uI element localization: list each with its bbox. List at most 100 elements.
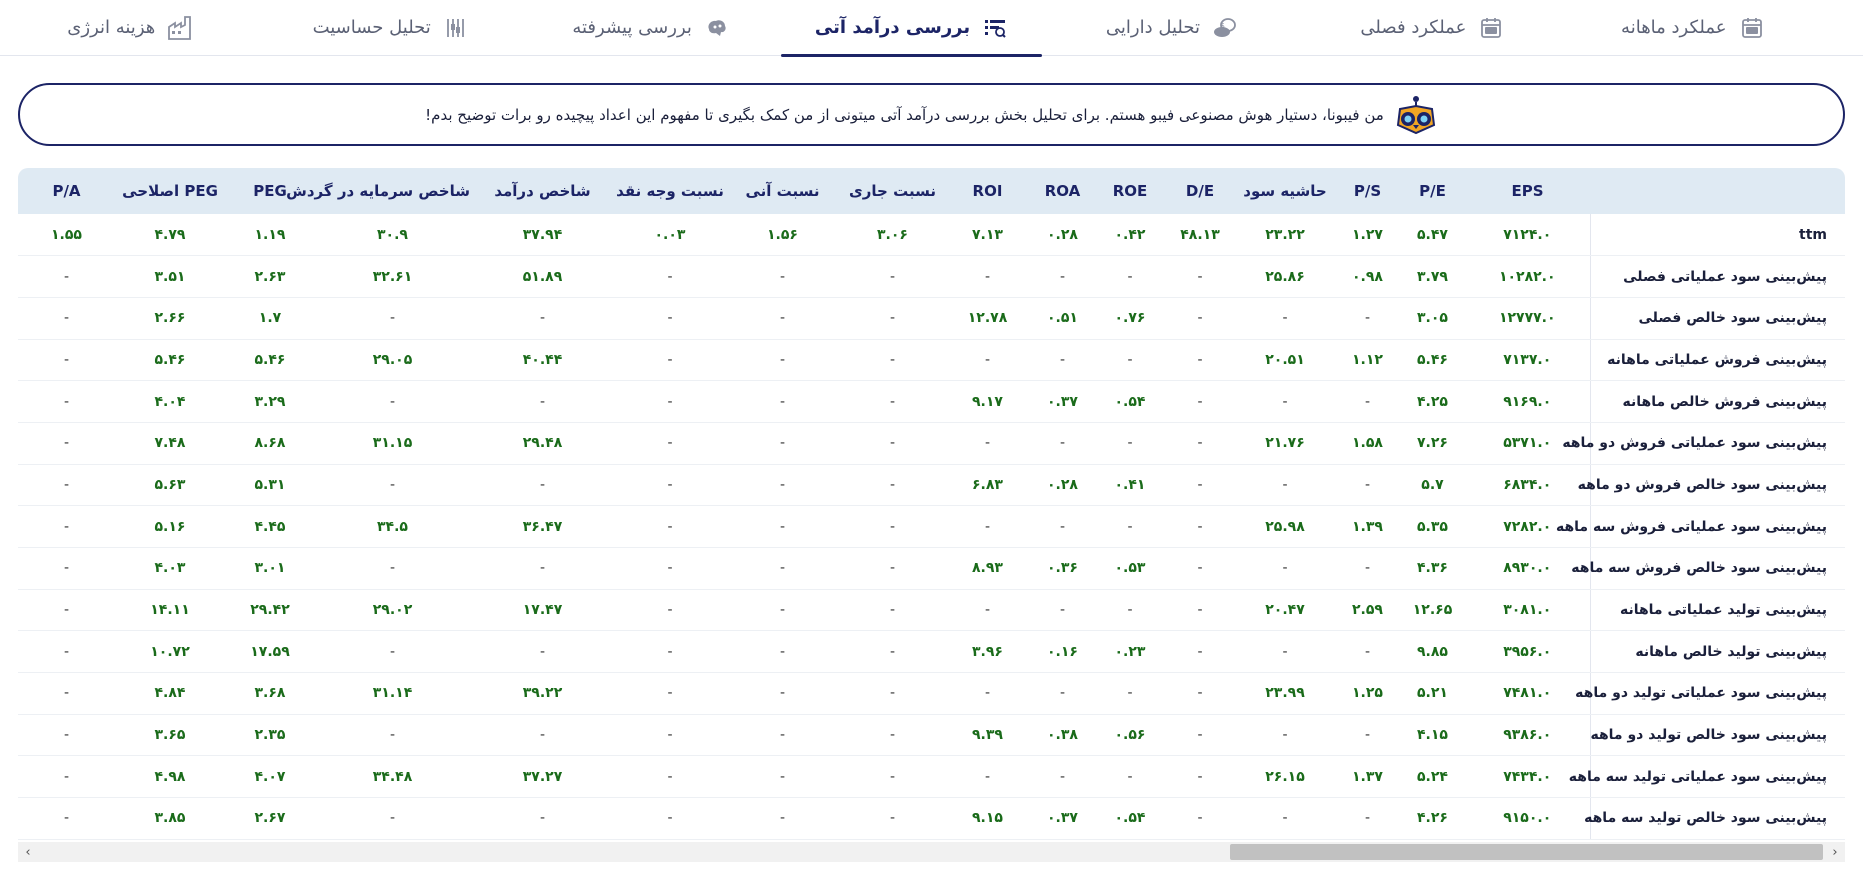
table-cell: - [945, 422, 1030, 465]
table-cell: - [615, 464, 725, 507]
table-cell: - [1335, 297, 1400, 340]
table-cell: ۲.۵۹ [1335, 589, 1400, 632]
scroll-right-arrow-icon[interactable]: › [1832, 844, 1838, 860]
table-cell: ۳.۶۸ [225, 672, 315, 715]
table-cell: ۹.۱۵ [945, 797, 1030, 840]
table-cell: - [315, 630, 470, 674]
tab-sensitivity-analysis[interactable]: تحلیل حساسیت [260, 0, 520, 55]
table-cell: ۱.۲۷ [1335, 214, 1400, 257]
table-cell: ۳.۸۵ [115, 797, 225, 840]
table-cell: - [1165, 464, 1235, 507]
table-cell: - [1165, 422, 1235, 465]
header-cell: حاشیه سود [1235, 168, 1335, 214]
svg-text:$: $ [1220, 21, 1225, 30]
table-cell: - [1335, 380, 1400, 423]
header-cell: PEG اصلاحی [115, 168, 225, 214]
table-cell: - [315, 297, 470, 340]
tab-label: عملکرد ماهانه [1621, 17, 1727, 38]
table-row: پیش‌بینی سود عملیاتی فروش سه ماهه ۷۲۸۲.۰ ۵… [18, 505, 1845, 548]
table-cell: ۷۲۸۲.۰ [1465, 505, 1590, 548]
table-cell: ۰.۲۸ [1030, 464, 1095, 507]
table-cell: ۲۰.۵۱ [1235, 339, 1335, 382]
scrollbar-thumb[interactable] [1230, 844, 1823, 860]
row-label: پیش‌بینی سود عملیاتی تولید سه ماهه [1569, 755, 1845, 799]
scroll-left-arrow-icon[interactable]: ‹ [25, 844, 31, 860]
table-cell: ۵.۴۶ [225, 339, 315, 382]
table-cell: ۰.۵۶ [1095, 714, 1165, 757]
table-cell: ۹۳۸۶.۰ [1465, 714, 1590, 757]
table-cell: - [615, 380, 725, 423]
table-cell: - [18, 297, 115, 340]
header-cell: P/A [18, 168, 115, 214]
table-cell: ۲.۳۵ [225, 714, 315, 757]
table-cell: - [1165, 297, 1235, 340]
table-cell: ۷.۴۸ [115, 422, 225, 465]
table-cell: ۲۹.۴۲ [225, 589, 315, 632]
table-cell: - [1335, 547, 1400, 590]
table-cell: ۰.۲۳ [1095, 630, 1165, 674]
table-cell: - [725, 380, 840, 423]
tab-advanced-review[interactable]: بررسی پیشرفته [521, 0, 781, 55]
table-cell: ۴.۰۷ [225, 755, 315, 799]
tab-label: تحلیل دارایی [1105, 17, 1200, 38]
table-cell: ۴۰.۴۴ [470, 339, 615, 382]
table-cell: ۹.۸۵ [1400, 630, 1465, 674]
table-cell: ۰.۳۷ [1030, 380, 1095, 423]
tab-energy-cost[interactable]: هزینه انرژی [0, 0, 260, 55]
table-cell: ۳۴.۴۸ [315, 755, 470, 799]
row-label: پیش‌بینی سود خالص تولید سه ماهه [1584, 797, 1845, 840]
table-cell: - [315, 464, 470, 507]
table-cell: - [840, 755, 945, 799]
table-cell: - [725, 589, 840, 632]
table-cell: ۱.۳۷ [1335, 755, 1400, 799]
table-cell: ۶۸۳۴.۰ [1465, 464, 1590, 507]
horizontal-scrollbar[interactable]: ‹ › [18, 842, 1845, 862]
table-cell: - [840, 380, 945, 423]
table-cell: ۱.۳۹ [1335, 505, 1400, 548]
table-cell: - [615, 422, 725, 465]
table-cell: - [615, 589, 725, 632]
table-cell: - [1335, 797, 1400, 840]
table-cell: ۵۳۷۱.۰ [1465, 422, 1590, 465]
table-cell: - [945, 505, 1030, 548]
table-cell: - [1165, 255, 1235, 298]
header-cell: P/S [1335, 168, 1400, 214]
table-cell: - [725, 797, 840, 840]
table-cell: - [945, 589, 1030, 632]
table-cell: ۴.۴۵ [225, 505, 315, 548]
tab-asset-analysis[interactable]: $ تحلیل دارایی [1042, 0, 1302, 55]
table-cell: - [725, 547, 840, 590]
table-row: پیش‌بینی سود عملیاتی فروش دو ماهه ۵۳۷۱.۰ ۷… [18, 422, 1845, 465]
table-row: پیش‌بینی سود خالص فروش دو ماهه ۶۸۳۴.۰ ۵.۷-… [18, 464, 1845, 507]
row-label: پیش‌بینی سود عملیاتی فروش دو ماهه [1562, 422, 1845, 465]
table-cell: ۰.۴۱ [1095, 464, 1165, 507]
table-cell: - [18, 505, 115, 548]
table-cell: ۲.۶۶ [115, 297, 225, 340]
table-row: ttm ۷۱۲۴.۰ ۵.۴۷ ۱.۲۷ ۲۳.۲۲ ۴۸.۱۳ ۰.۴۲ ۰.۲۸ ۷.۱۳ ۳… [18, 214, 1845, 257]
row-label: پیش‌بینی سود خالص فروش سه ماهه [1571, 547, 1845, 590]
table-cell: ۳۱.۱۴ [315, 672, 470, 715]
table-cell: - [615, 714, 725, 757]
row-label: پیش‌بینی سود خالص تولید دو ماهه [1589, 714, 1845, 757]
table-cell: ۲۹.۰۲ [315, 589, 470, 632]
table-cell: ۳.۷۹ [1400, 255, 1465, 298]
tab-monthly-performance[interactable]: عملکرد ماهانه [1563, 0, 1823, 55]
table-cell: ۲۵.۹۸ [1235, 505, 1335, 548]
table-cell: ۵.۳۱ [225, 464, 315, 507]
table-cell: ۵.۱۶ [115, 505, 225, 548]
table-cell: - [725, 422, 840, 465]
tab-future-income[interactable]: بررسی درآمد آتی [781, 0, 1043, 57]
assistant-banner[interactable]: من فیبونا، دستیار هوش مصنوعی فیبو هستم. … [18, 83, 1845, 146]
tab-seasonal-performance[interactable]: عملکرد فصلی [1302, 0, 1562, 55]
table-cell: ۰.۳۶ [1030, 547, 1095, 590]
table-cell: ۳۲.۶۱ [315, 255, 470, 298]
table-cell: ۰.۴۲ [1095, 214, 1165, 257]
table-cell: - [18, 797, 115, 840]
table-cell: ۴.۲۶ [1400, 797, 1465, 840]
table-cell: - [470, 297, 615, 340]
table-cell: - [840, 714, 945, 757]
table-cell: - [1030, 589, 1095, 632]
table-cell: - [1165, 505, 1235, 548]
table-cell: - [1095, 505, 1165, 548]
table-cell: - [470, 714, 615, 757]
